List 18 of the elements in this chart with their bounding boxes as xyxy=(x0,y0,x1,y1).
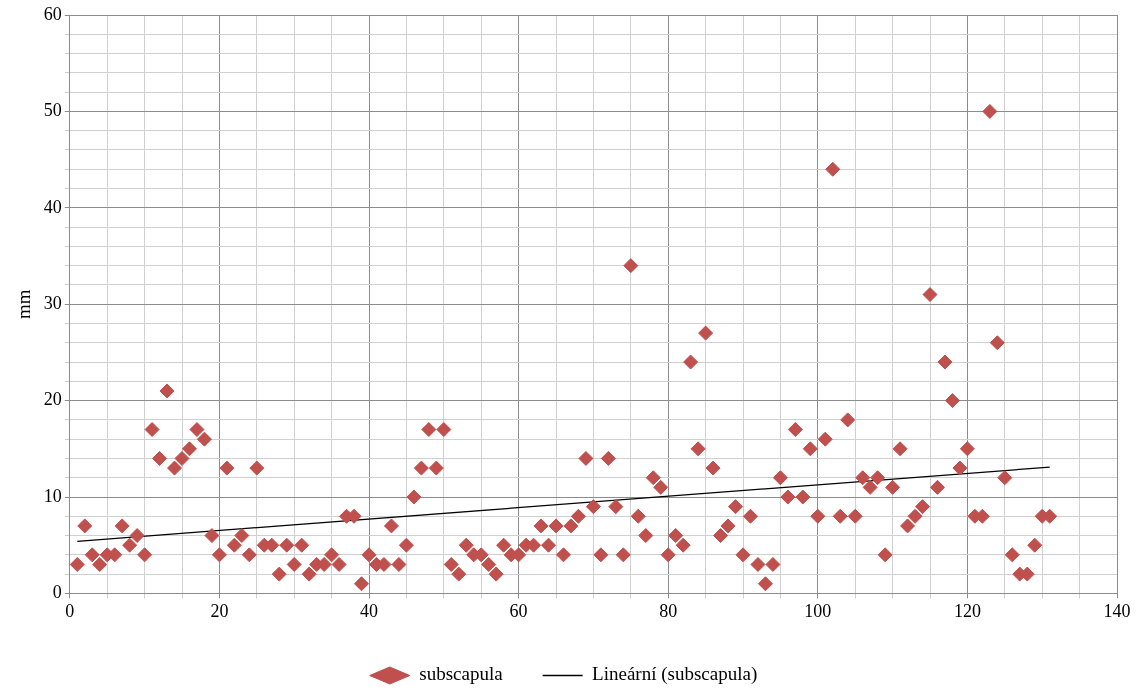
x-tick-label: 20 xyxy=(210,600,229,621)
y-tick-label: 30 xyxy=(43,292,62,313)
legend-label: subscapula xyxy=(419,663,504,685)
x-tick-label: 120 xyxy=(953,600,981,621)
y-tick-label: 60 xyxy=(43,3,62,24)
x-tick-label: 40 xyxy=(360,600,378,621)
x-tick-label: 60 xyxy=(509,600,528,621)
x-tick-label: 140 xyxy=(1103,600,1131,621)
y-tick-label: 50 xyxy=(43,100,62,121)
y-tick-label: 0 xyxy=(52,582,62,603)
x-tick-label: 80 xyxy=(659,600,678,621)
legend-label: Lineární (subscapula) xyxy=(592,663,758,686)
y-tick-label: 10 xyxy=(43,485,62,506)
x-tick-label: 100 xyxy=(804,600,832,621)
x-tick-label: 0 xyxy=(65,600,75,621)
y-tick-label: 20 xyxy=(43,389,62,410)
y-axis-title: mm xyxy=(13,289,35,319)
y-tick-label: 40 xyxy=(43,196,62,217)
